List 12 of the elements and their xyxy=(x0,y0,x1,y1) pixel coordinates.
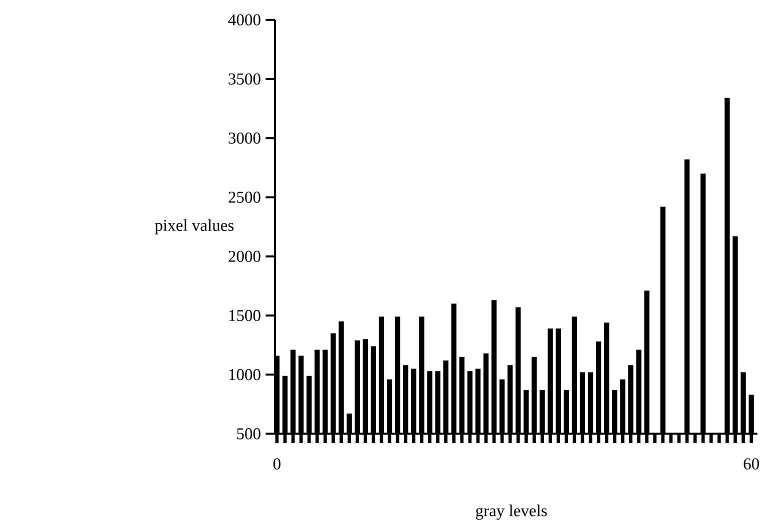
y-tick-label: 2500 xyxy=(228,192,260,203)
y-axis-title: pixel values xyxy=(154,219,234,234)
x-tick-label: 60 xyxy=(744,458,759,470)
y-tick-label: 3500 xyxy=(228,73,260,85)
y-tick-label: 2000 xyxy=(228,250,260,262)
y-tick-label: 1500 xyxy=(229,310,260,322)
x-tick-label: 0 xyxy=(273,458,280,470)
y-tick-label: 1000 xyxy=(229,368,260,380)
y-tick-label: 3000 xyxy=(228,132,260,144)
y-tick-label: 500 xyxy=(237,428,260,440)
x-axis-title: gray levels xyxy=(476,504,547,520)
y-tick-label: 4000 xyxy=(228,14,260,26)
